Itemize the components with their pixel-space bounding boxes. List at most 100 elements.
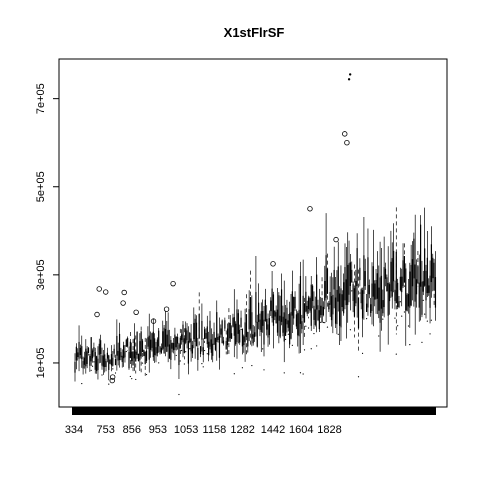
box: [144, 351, 146, 365]
box: [98, 343, 100, 355]
box: [417, 266, 419, 284]
box: [154, 338, 156, 356]
box: [314, 309, 316, 325]
box: [398, 301, 400, 308]
box: [216, 312, 218, 342]
box: [432, 257, 434, 279]
box: [307, 297, 310, 310]
box: [330, 296, 333, 321]
box: [218, 335, 221, 358]
box: [182, 324, 184, 343]
box: [78, 341, 80, 359]
outlier-point: [170, 280, 176, 287]
box: [198, 313, 200, 339]
box: [105, 360, 107, 367]
outlier-dot: [91, 365, 94, 367]
outlier-dot: [424, 313, 426, 315]
outlier-dot: [175, 354, 177, 357]
box: [339, 293, 341, 326]
box: [355, 280, 357, 304]
box: [197, 347, 199, 360]
box: [348, 263, 350, 295]
outlier-dot: [299, 372, 302, 374]
box: [150, 339, 152, 350]
box: [260, 311, 262, 333]
box: [86, 351, 88, 365]
outlier-dot: [201, 363, 203, 365]
box: [118, 333, 121, 361]
box: [208, 341, 210, 356]
box: [177, 336, 179, 344]
outlier-dot: [181, 349, 183, 352]
box: [156, 339, 158, 354]
box: [322, 306, 324, 316]
outlier-dot: [178, 393, 180, 396]
box: [333, 269, 335, 290]
box: [187, 340, 189, 364]
box: [100, 340, 102, 354]
outlier-dot: [291, 344, 293, 346]
box: [388, 284, 391, 302]
box: [413, 238, 415, 279]
box: [382, 300, 384, 314]
box: [386, 277, 388, 292]
outlier-point: [121, 289, 127, 296]
box: [434, 277, 437, 308]
box: [406, 294, 408, 311]
outlier-dot: [112, 368, 114, 370]
box: [380, 275, 383, 309]
box: [347, 264, 349, 305]
box: [172, 343, 175, 351]
box: [104, 354, 106, 368]
outlier-dot: [378, 335, 380, 337]
box: [185, 328, 187, 343]
box: [253, 332, 256, 337]
y-tick-label: 5e+05: [35, 171, 47, 202]
box: [164, 328, 167, 347]
box: [316, 274, 318, 310]
outlier-point: [344, 139, 350, 146]
box: [132, 351, 134, 366]
outlier-point: [163, 306, 170, 312]
box: [409, 271, 411, 308]
box: [139, 341, 141, 361]
box: [293, 297, 295, 319]
outlier-dot: [430, 319, 432, 321]
box: [402, 260, 404, 287]
box: [222, 340, 225, 344]
outlier-dot: [421, 341, 423, 343]
box: [287, 320, 289, 328]
outlier-point: [120, 300, 126, 306]
box: [244, 322, 246, 342]
box: [94, 352, 96, 370]
box: [213, 331, 215, 345]
box: [112, 357, 114, 366]
box: [96, 356, 98, 372]
box: [199, 346, 202, 355]
box: [278, 295, 280, 321]
box: [268, 318, 270, 336]
box: [152, 331, 154, 358]
box: [143, 349, 145, 356]
box: [189, 332, 191, 343]
box: [326, 268, 329, 294]
box: [232, 317, 234, 327]
outlier-dot: [263, 369, 265, 371]
box: [106, 352, 108, 359]
box: [247, 331, 249, 347]
box: [259, 319, 261, 330]
outlier-dot: [366, 318, 368, 320]
box: [393, 250, 395, 282]
box: [237, 313, 239, 334]
box: [391, 258, 393, 297]
box: [351, 269, 353, 283]
outlier-dot: [101, 374, 103, 376]
outlier-dot: [359, 292, 361, 294]
box: [317, 305, 319, 320]
box: [336, 289, 338, 325]
x-axis-tick-band: [72, 407, 436, 415]
outlier-dot: [108, 383, 110, 385]
box: [255, 292, 257, 323]
box: [179, 337, 181, 349]
x-tick-label: 1442: [261, 424, 285, 436]
